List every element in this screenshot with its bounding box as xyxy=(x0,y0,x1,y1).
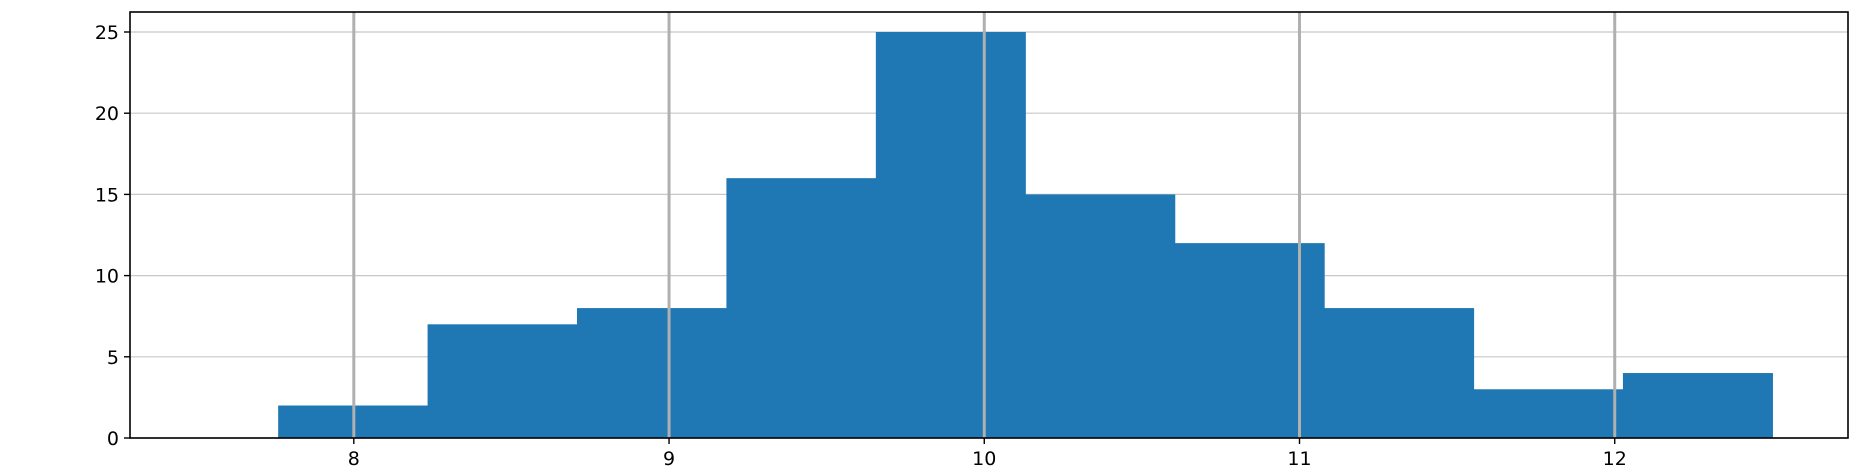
x-tick-label: 9 xyxy=(663,448,675,470)
histogram-bar xyxy=(726,178,877,438)
x-tick-label: 11 xyxy=(1287,448,1311,470)
x-axis-ticks: 8 9 10 11 12 xyxy=(348,438,1627,470)
y-tick-label: 5 xyxy=(107,347,119,369)
x-tick-label: 10 xyxy=(972,448,996,470)
y-tick-label: 25 xyxy=(95,22,119,44)
histogram-bar xyxy=(1324,308,1475,438)
histogram-bar xyxy=(875,32,1026,438)
y-tick-label: 15 xyxy=(95,184,119,206)
x-tick-label: 8 xyxy=(348,448,360,470)
y-axis-ticks: 0 5 10 15 20 25 xyxy=(95,22,130,450)
histogram-bar xyxy=(1174,243,1325,438)
y-tick-label: 20 xyxy=(95,103,119,125)
histogram-bar xyxy=(576,308,728,438)
histogram-bar xyxy=(1025,194,1176,438)
histogram-bar xyxy=(1473,389,1624,438)
x-tick-label: 12 xyxy=(1603,448,1627,470)
y-tick-label: 0 xyxy=(107,428,119,450)
histogram-bar xyxy=(427,324,578,438)
y-tick-label: 10 xyxy=(95,266,119,288)
histogram-bars xyxy=(278,32,1773,438)
x-gridlines xyxy=(352,12,1617,438)
histogram-bar xyxy=(1622,373,1773,438)
plot-frame xyxy=(129,11,1849,439)
